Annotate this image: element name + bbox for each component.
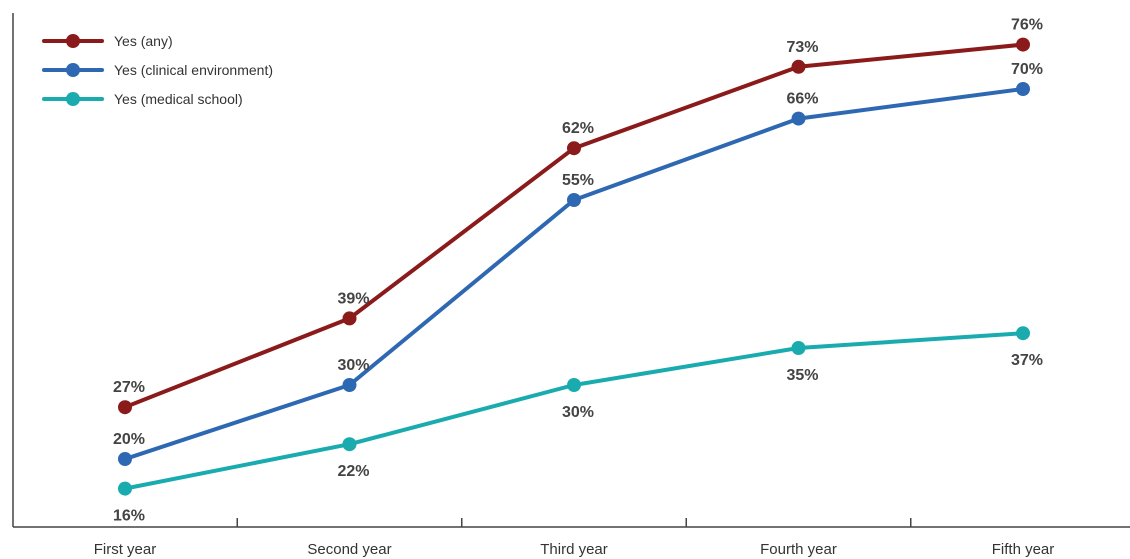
data-label-yes-medical-school: 37%: [1011, 352, 1043, 369]
data-point-yes-clinical-environment: [1016, 82, 1030, 96]
legend-label-yes-medical-school: Yes (medical school): [114, 90, 243, 107]
data-point-yes-any: [342, 311, 357, 326]
legend-swatch-yes-clinical: [40, 62, 106, 78]
data-label-yes-any: 27%: [113, 379, 145, 396]
data-point-yes-any: [1016, 37, 1030, 52]
data-label-yes-clinical-environment: 70%: [1011, 61, 1043, 78]
data-point-yes-clinical-environment: [118, 452, 132, 466]
data-labels: 27% 39% 62% 73% 76% 20% 30% 55% 66% 70% 16% 22% 30% 3…: [113, 17, 1043, 525]
data-point-yes-any: [118, 400, 132, 415]
x-axis-ticks: [236, 518, 912, 527]
data-label-yes-any: 39%: [337, 290, 369, 307]
legend-swatch-yes-medical-school: [40, 91, 106, 107]
data-point-yes-clinical-environment: [791, 111, 806, 126]
legend-label-yes-any: Yes (any): [114, 32, 173, 49]
data-label-yes-clinical-environment: 66%: [786, 91, 818, 108]
data-point-yes-clinical-environment: [342, 378, 357, 392]
data-label-yes-medical-school: 35%: [786, 367, 818, 384]
data-point-yes-clinical-environment: [567, 193, 581, 207]
legend-swatch-yes-any: [40, 33, 106, 49]
data-point-yes-medical-school: [1016, 326, 1030, 341]
data-point-yes-medical-school: [118, 481, 132, 496]
x-axis-labels: First year Second year Third year Fourth ye…: [94, 541, 1055, 558]
x-tick-label-fourth-year: Fourth year: [760, 541, 837, 558]
data-label-yes-clinical-environment: 30%: [337, 357, 369, 374]
x-tick-label-second-year: Second year: [307, 541, 391, 558]
data-point-yes-medical-school: [567, 378, 581, 392]
x-tick-label-third-year: Third year: [540, 541, 608, 558]
data-label-yes-clinical-environment: 20%: [113, 431, 145, 448]
data-label-yes-medical-school: 16%: [113, 508, 145, 525]
data-point-yes-medical-school: [342, 437, 357, 452]
data-label-yes-clinical-environment: 55%: [562, 172, 594, 189]
legend-item-yes-medical-school: Yes (medical school): [40, 84, 273, 113]
data-point-yes-medical-school: [791, 341, 806, 355]
data-label-yes-any: 73%: [786, 39, 818, 56]
data-point-yes-any: [567, 141, 581, 156]
data-point-yes-any: [791, 59, 806, 74]
data-label-yes-any: 76%: [1011, 17, 1043, 34]
legend-label-yes-clinical: Yes (clinical environment): [114, 61, 273, 78]
legend: Yes (any) Yes (clinical environment) Yes…: [40, 26, 273, 113]
legend-item-yes-any: Yes (any): [40, 26, 273, 55]
data-label-yes-medical-school: 22%: [337, 463, 369, 480]
data-label-yes-medical-school: 30%: [562, 404, 594, 421]
legend-item-yes-clinical: Yes (clinical environment): [40, 55, 273, 84]
series-points: [118, 37, 1030, 496]
x-tick-label-first-year: First year: [94, 541, 157, 558]
x-tick-label-fifth-year: Fifth year: [992, 541, 1055, 558]
data-label-yes-any: 62%: [562, 120, 594, 137]
